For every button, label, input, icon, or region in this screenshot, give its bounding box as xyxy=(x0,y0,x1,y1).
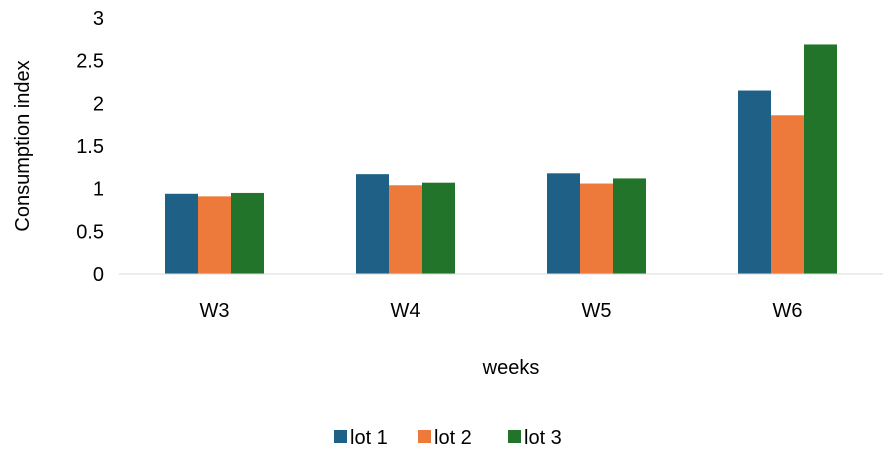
legend-label: lot 2 xyxy=(434,427,472,449)
y-axis-title: Consumption index xyxy=(12,60,34,231)
x-axis-title: weeks xyxy=(482,357,540,379)
legend-swatch xyxy=(508,430,521,443)
x-tick-label: W5 xyxy=(582,300,612,322)
bar-lot1-w5 xyxy=(547,173,580,274)
bar-lot2-w6 xyxy=(771,115,804,274)
y-tick-label: 0 xyxy=(93,264,104,286)
legend-label: lot 3 xyxy=(524,427,562,449)
x-tick-label: W3 xyxy=(200,300,230,322)
bar-lot2-w4 xyxy=(389,185,422,274)
y-tick-label: 0.5 xyxy=(76,221,104,243)
legend-label: lot 1 xyxy=(350,427,388,449)
y-tick-label: 1.5 xyxy=(76,136,104,158)
y-tick-label: 2 xyxy=(93,93,104,115)
bar-lot1-w3 xyxy=(165,193,198,274)
bar-lot3-w6 xyxy=(804,44,837,274)
legend: lot 1 lot 2 lot 3 xyxy=(334,427,562,449)
bar-lot3-w4 xyxy=(422,182,455,274)
bar-lot2-w3 xyxy=(198,196,231,274)
y-tick-label: 2.5 xyxy=(76,51,104,73)
bar-lot2-w5 xyxy=(580,183,613,274)
bar-lot1-w6 xyxy=(738,90,771,275)
bar-lot3-w3 xyxy=(231,192,264,274)
x-tick-label: W6 xyxy=(773,300,803,322)
y-tick-label: 3 xyxy=(93,8,104,30)
y-tick-label: 1 xyxy=(93,179,104,201)
bar-lot3-w5 xyxy=(613,178,646,274)
legend-swatch xyxy=(418,430,431,443)
legend-swatch xyxy=(334,430,347,443)
x-tick-label: W4 xyxy=(391,300,421,322)
bar-lot1-w4 xyxy=(356,174,389,274)
